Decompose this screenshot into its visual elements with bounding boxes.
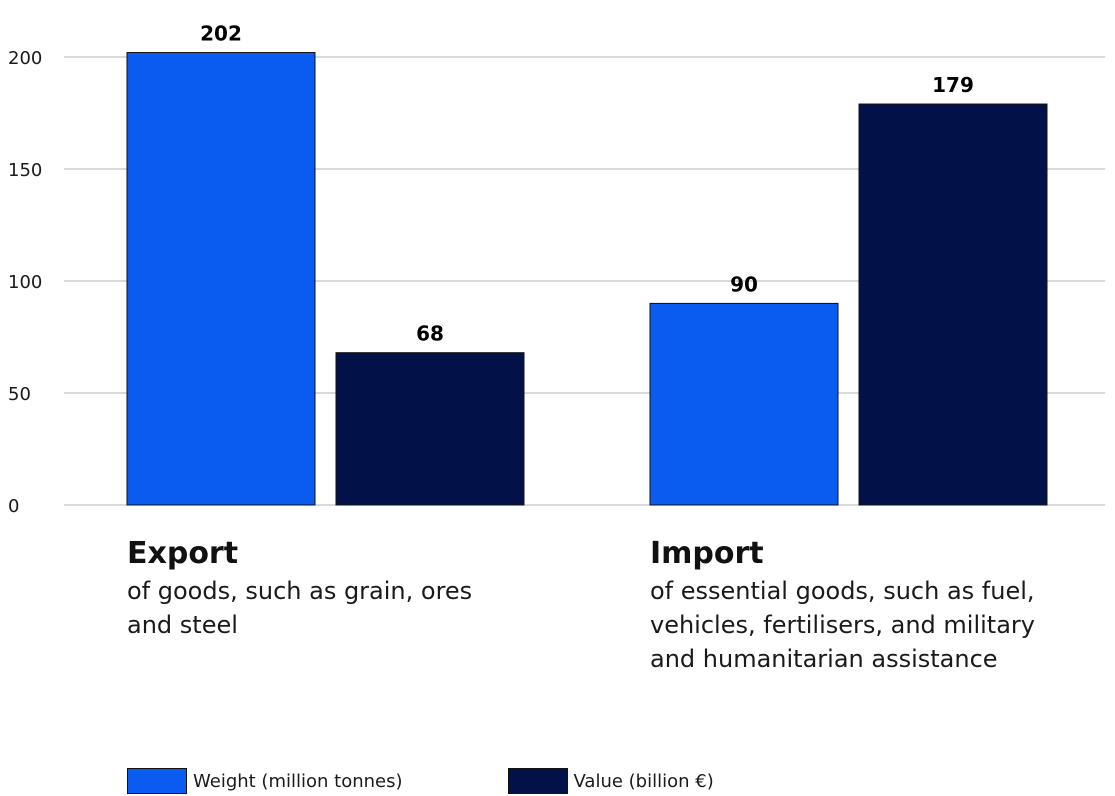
bar-export-weight	[126, 52, 316, 506]
y-tick-label: 50	[8, 384, 31, 405]
bar-export-value	[335, 352, 525, 506]
data-label: 68	[416, 322, 444, 346]
bar-import-weight	[649, 302, 839, 506]
category-export: Export of goods, such as grain, ores and…	[127, 536, 547, 642]
description-line: of essential goods, such as fuel,	[650, 577, 1035, 605]
data-labels: 202 90 68 179	[200, 22, 974, 346]
data-label: 179	[932, 73, 974, 97]
y-tick-label: 100	[8, 272, 42, 293]
data-label: 90	[730, 272, 758, 296]
legend-item-weight: Weight (million tonnes)	[127, 768, 403, 794]
category-description: of goods, such as grain, ores and steel	[127, 574, 547, 642]
legend-label: Weight (million tonnes)	[193, 770, 403, 792]
description-line: vehicles, fertilisers, and military	[650, 611, 1035, 639]
category-title: Import	[650, 536, 764, 571]
y-tick-label: 200	[8, 48, 42, 69]
legend: Weight (million tonnes) Value (billion €…	[127, 768, 819, 794]
legend-label: Value (billion €)	[573, 770, 714, 792]
y-tick-label: 0	[8, 496, 19, 517]
bar-import-value	[858, 103, 1048, 506]
legend-item-value: Value (billion €)	[507, 768, 714, 794]
legend-swatch-value	[507, 768, 568, 794]
bar-chart: 0 50 100 150 200 202 90 68 179	[8, 22, 1105, 517]
category-title: Export	[127, 536, 239, 571]
description-line: and steel	[127, 611, 238, 639]
y-axis-ticks: 0 50 100 150 200	[8, 48, 42, 517]
category-import: Import of essential goods, such as fuel,…	[650, 536, 1070, 676]
description-line: and humanitarian assistance	[650, 645, 998, 673]
data-label: 202	[200, 22, 242, 46]
description-line: of goods, such as grain, ores	[127, 577, 473, 605]
bars	[126, 52, 1048, 506]
y-tick-label: 150	[8, 160, 42, 181]
legend-swatch-weight	[127, 768, 187, 794]
category-description: of essential goods, such as fuel, vehicl…	[650, 574, 1070, 676]
